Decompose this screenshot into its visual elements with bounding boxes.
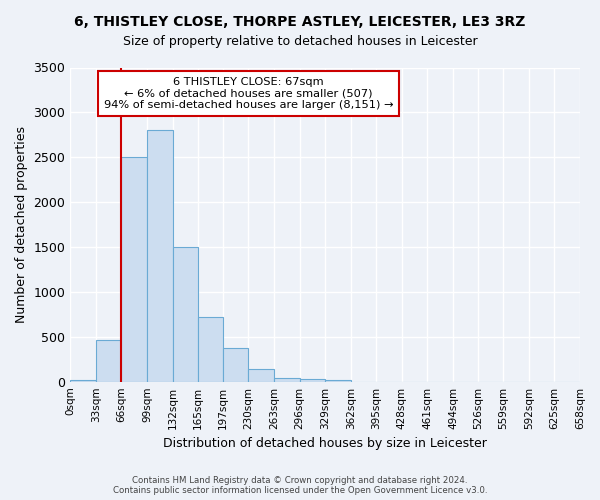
Bar <box>274 378 299 382</box>
Bar <box>299 379 325 382</box>
X-axis label: Distribution of detached houses by size in Leicester: Distribution of detached houses by size … <box>163 437 487 450</box>
Bar <box>121 158 147 382</box>
Text: Contains HM Land Registry data © Crown copyright and database right 2024.
Contai: Contains HM Land Registry data © Crown c… <box>113 476 487 495</box>
Bar <box>325 380 351 382</box>
Bar <box>223 348 248 382</box>
Bar <box>173 247 198 382</box>
Bar <box>248 369 274 382</box>
Text: 6, THISTLEY CLOSE, THORPE ASTLEY, LEICESTER, LE3 3RZ: 6, THISTLEY CLOSE, THORPE ASTLEY, LEICES… <box>74 15 526 29</box>
Y-axis label: Number of detached properties: Number of detached properties <box>15 126 28 323</box>
Bar <box>198 317 223 382</box>
Bar <box>70 380 96 382</box>
Bar <box>96 340 121 382</box>
Text: Size of property relative to detached houses in Leicester: Size of property relative to detached ho… <box>122 35 478 48</box>
Bar <box>147 130 173 382</box>
Text: 6 THISTLEY CLOSE: 67sqm
← 6% of detached houses are smaller (507)
94% of semi-de: 6 THISTLEY CLOSE: 67sqm ← 6% of detached… <box>104 77 394 110</box>
